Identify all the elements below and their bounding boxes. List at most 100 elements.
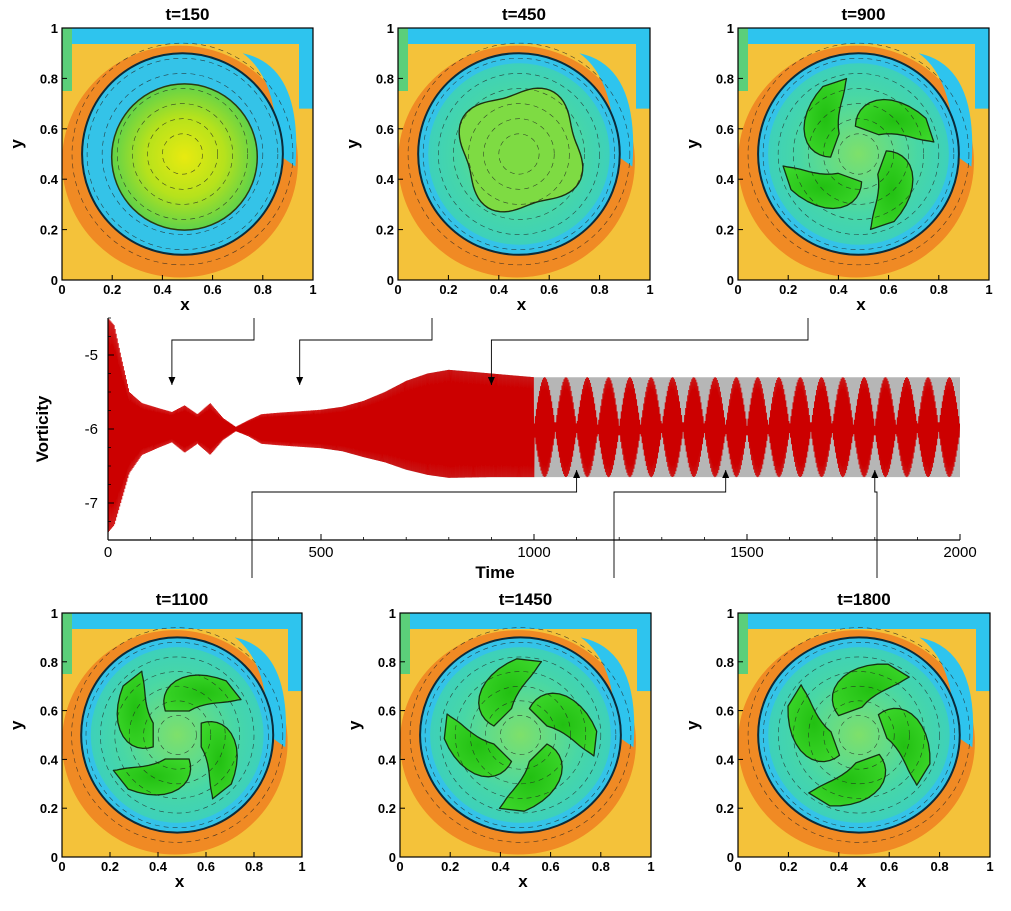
panel-frame [399, 612, 652, 858]
left-corner [400, 613, 410, 674]
vorticity-contours [62, 28, 313, 280]
panel-x-tick-label: 0.8 [591, 282, 609, 297]
panel-y-tick-label: 1 [51, 606, 58, 621]
panel-y-tick-label: 0.4 [376, 172, 395, 187]
lid-layer [738, 28, 989, 44]
panel-x-tick-label: 0.6 [880, 859, 898, 874]
panel-y-tick-label: 0.4 [40, 752, 59, 767]
vortex-lobe [200, 720, 238, 800]
panel-x-label: x [517, 295, 527, 314]
panel-y-tick-label: 0.8 [716, 655, 734, 670]
panel-y-tick-label: 1 [389, 606, 396, 621]
vorticity-contours [738, 28, 989, 280]
x-tick-label: 2000 [943, 544, 976, 561]
y-tick-label: -7 [85, 495, 98, 512]
panel-x-tick-label: 0 [396, 859, 403, 874]
panel-x-tick-label: 0.4 [149, 859, 168, 874]
panel-y-tick-label: 0.2 [716, 223, 734, 238]
vorticity-chart: 0 500 1000 1500 2000 -5 -6 -7 Time Vorticity [33, 317, 977, 582]
panel-x-tick-label: 0.6 [542, 859, 560, 874]
shear-tongue [579, 53, 634, 167]
vortex-lobe [782, 165, 863, 210]
vorticity-contours [400, 613, 651, 857]
lid-layer [398, 28, 650, 44]
y-tick-label: -6 [85, 421, 98, 438]
panel-y-tick-label: 0.8 [716, 71, 734, 86]
panel-y-tick-label: 0.8 [40, 71, 58, 86]
panel-title: t=450 [502, 5, 546, 24]
vortex-lobe [528, 692, 598, 757]
panel-x-label: x [857, 872, 867, 891]
panel-y-label: y [683, 720, 702, 730]
vortex-lobe [854, 98, 935, 143]
left-corner [738, 613, 748, 674]
leader-line-1800 [874, 470, 878, 578]
marker-leaders [168, 318, 879, 578]
panel-y-tick-label: 1 [727, 606, 734, 621]
streamline-contours [71, 627, 284, 843]
panel-title: t=150 [166, 5, 210, 24]
flow-panel-900: 00 0.2 0.2 0.4 0.4 0.6 0.6 0.8 0.8 1 1 x y t=900 [683, 5, 993, 314]
panel-x-tick-label: 0.2 [439, 282, 457, 297]
x-tick-label: 0 [104, 544, 112, 561]
panel-x-tick-label: 0 [734, 282, 741, 297]
panel-x-tick-label: 0.4 [490, 282, 509, 297]
left-corner [62, 28, 72, 91]
panel-x-tick-label: 0.2 [101, 859, 119, 874]
panel-x-tick-label: 0.6 [540, 282, 558, 297]
panel-y-tick-label: 0.6 [40, 704, 58, 719]
x-tick-label: 1500 [730, 544, 763, 561]
vortex-lobe [803, 77, 848, 158]
panel-x-tick-label: 0 [58, 282, 65, 297]
lid-corner [288, 613, 302, 692]
leader-arrow-900 [487, 377, 495, 385]
leader-line-1100 [251, 470, 578, 578]
shear-tongue [242, 53, 297, 167]
shear-tongue [580, 637, 635, 748]
panel-y-tick-label: 1 [387, 21, 394, 36]
panel-title: t=1450 [499, 590, 552, 609]
panel-x-tick-label: 1 [985, 282, 992, 297]
panel-frame [61, 27, 314, 281]
panel-y-tick-label: 0.8 [378, 655, 396, 670]
panel-y-tick-label: 0 [51, 273, 58, 288]
panel-y-tick-label: 0.2 [376, 223, 394, 238]
panel-y-label: y [345, 720, 364, 730]
panel-y-label: y [683, 139, 702, 149]
panel-frame [737, 612, 991, 858]
flow-panel-150: 00 0.2 0.2 0.4 0.4 0.6 0.6 0.8 0.8 1 1 x y t=150 [7, 5, 317, 314]
lid-corner [976, 613, 990, 692]
shear-tongue [918, 53, 973, 167]
panel-x-tick-label: 1 [647, 859, 654, 874]
leader-arrow-1100 [573, 470, 581, 478]
lid-corner [299, 28, 313, 109]
panel-y-label: y [343, 139, 362, 149]
panel-y-tick-label: 0.4 [716, 752, 735, 767]
panel-title: t=1800 [837, 590, 890, 609]
lid-layer [62, 28, 313, 44]
streamline-contours [747, 42, 970, 266]
panel-frame [61, 612, 303, 858]
streamline-contours [409, 627, 632, 843]
panel-x-tick-label: 0.8 [931, 859, 949, 874]
panel-x-tick-label: 0.6 [204, 282, 222, 297]
leader-arrow-450 [296, 377, 304, 385]
panel-x-tick-label: 0 [394, 282, 401, 297]
flow-panel-450: 00 0.2 0.2 0.4 0.4 0.6 0.6 0.8 0.8 1 1 x y t=450 [343, 5, 654, 314]
y-axis-label: Vorticity [33, 395, 52, 462]
leader-arrow-1450 [722, 470, 730, 478]
vortex-core [110, 83, 259, 231]
panel-frame [737, 27, 990, 281]
panel-x-tick-label: 0.4 [830, 859, 849, 874]
flow-panel-1450: 00 0.2 0.2 0.4 0.4 0.6 0.6 0.8 0.8 1 1 x y t=1450 [345, 590, 655, 891]
vortex-core [458, 87, 584, 213]
vortex-lobe [163, 674, 242, 712]
panel-x-label: x [175, 872, 185, 891]
vortex-lobe [808, 753, 887, 807]
panel-y-label: y [7, 720, 26, 730]
shear-tongue [234, 637, 286, 748]
lid-corner [975, 28, 989, 109]
panel-y-tick-label: 0.4 [40, 172, 59, 187]
panel-y-tick-label: 0.2 [40, 801, 58, 816]
